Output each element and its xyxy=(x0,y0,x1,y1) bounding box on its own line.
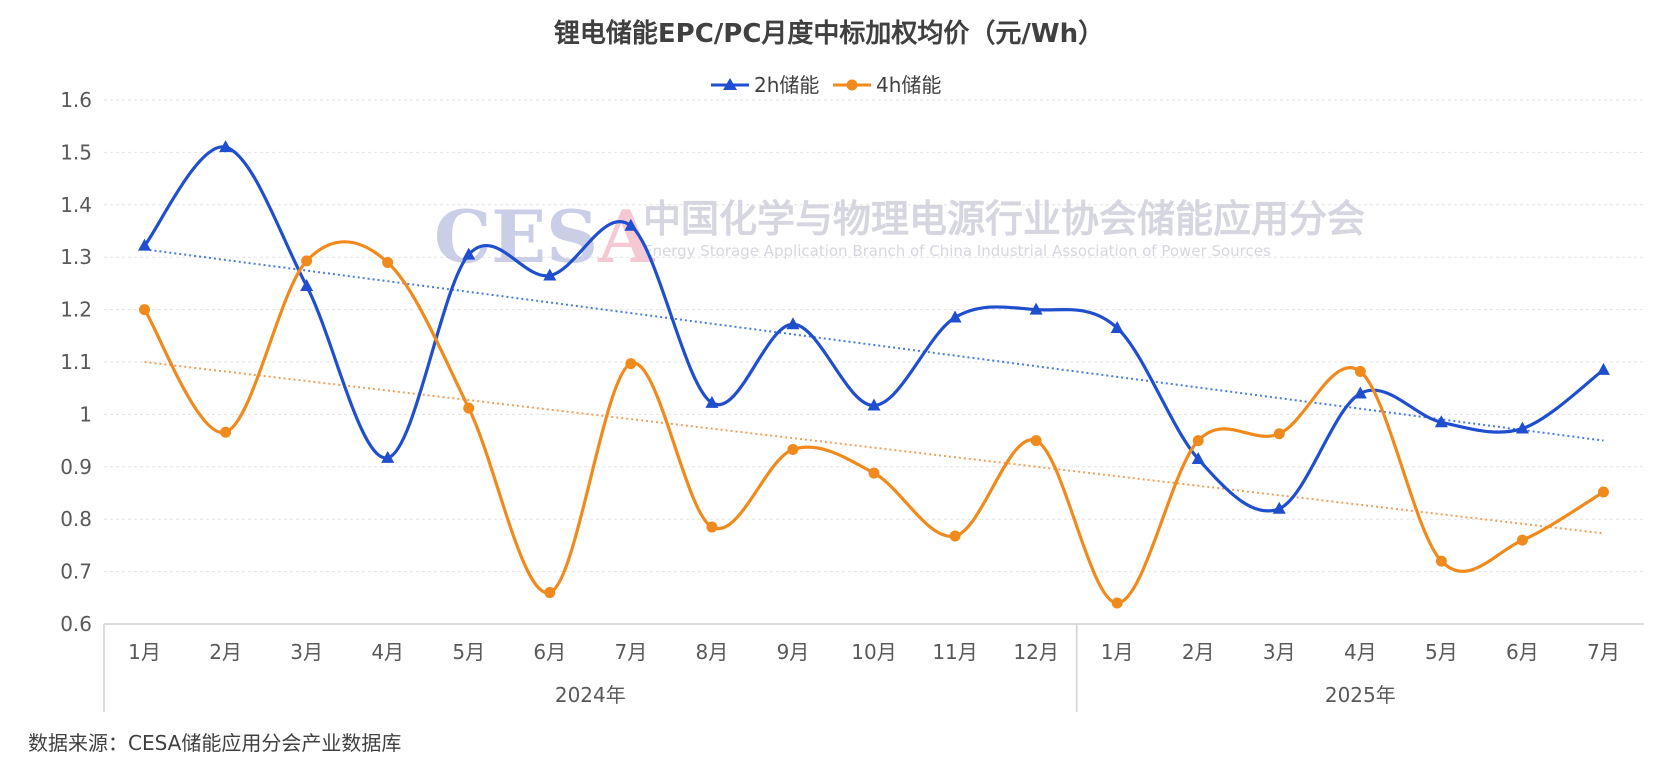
legend-2h-marker xyxy=(723,78,737,90)
data-point xyxy=(301,255,313,267)
data-point xyxy=(625,358,637,370)
trendline xyxy=(144,361,1604,535)
x-tick-label: 8月 xyxy=(696,640,729,664)
data-point xyxy=(787,444,799,456)
watermark-logo: CESA xyxy=(434,194,655,279)
grid xyxy=(104,99,1644,573)
x-tick-label: 4月 xyxy=(371,640,404,664)
y-tick-label: 1.4 xyxy=(60,193,92,217)
legend-2h-label: 2h储能 xyxy=(754,73,819,97)
data-point xyxy=(868,467,880,479)
data-point xyxy=(1596,362,1610,375)
x-tick-label: 7月 xyxy=(614,640,647,664)
data-point xyxy=(624,218,638,231)
data-point xyxy=(1191,451,1205,464)
data-point xyxy=(1030,435,1042,447)
data-point xyxy=(1110,320,1124,333)
data-point xyxy=(1434,415,1448,428)
legend: 2h储能 4h储能 xyxy=(711,73,941,97)
trendline xyxy=(144,248,1604,442)
data-point xyxy=(139,304,151,316)
legend-4h-marker xyxy=(846,79,858,91)
y-tick-label: 1.6 xyxy=(60,88,92,112)
x-tick-label: 3月 xyxy=(1263,640,1296,664)
x-tick-label: 3月 xyxy=(290,640,323,664)
data-point xyxy=(544,587,556,599)
data-point xyxy=(1273,428,1285,440)
data-point xyxy=(1516,534,1528,546)
watermark-en: Energy Storage Application Branch of Chi… xyxy=(643,242,1271,260)
source-note: 数据来源：CESA储能应用分会产业数据库 xyxy=(28,731,401,755)
y-tick-label: 1 xyxy=(79,402,92,426)
data-point xyxy=(219,140,233,153)
data-point xyxy=(300,279,314,292)
data-point xyxy=(706,521,718,533)
x-tick-label: 11月 xyxy=(932,640,977,664)
data-point xyxy=(705,395,719,408)
legend-4h-label: 4h储能 xyxy=(876,73,941,97)
x-tick-label: 12月 xyxy=(1013,640,1058,664)
x-tick-label: 6月 xyxy=(1506,640,1539,664)
data-point xyxy=(382,256,394,268)
data-point xyxy=(867,398,881,411)
data-point xyxy=(463,402,475,414)
x-tick-label: 5月 xyxy=(452,640,485,664)
watermark: CESA 中国化学与物理电源行业协会储能应用分会 Energy Storage … xyxy=(434,194,1365,279)
x-tick-label: 1月 xyxy=(128,640,161,664)
markers xyxy=(138,140,1610,609)
y-axis: 1.6 1.5 1.4 1.3 1.2 1.1 1 0.9 0.8 0.7 0.6 xyxy=(60,88,92,636)
y-tick-label: 1.1 xyxy=(60,350,92,374)
x-group-label: 2024年 xyxy=(555,683,626,707)
y-tick-label: 0.8 xyxy=(60,507,92,531)
x-tick-label: 9月 xyxy=(777,640,810,664)
data-point xyxy=(220,426,232,438)
data-point xyxy=(1272,501,1286,514)
data-point xyxy=(1597,486,1609,498)
x-axis: 1月 2月 3月 4月 5月 6月 7月 8月 9月 10月 11月 12月 1月 2月 3月 4月 5月 6月 7… xyxy=(103,623,1644,712)
x-tick-label: 2月 xyxy=(1182,640,1215,664)
chart-title: 锂电储能EPC/PC月度中标加权均价（元/Wh） xyxy=(554,18,1104,49)
y-tick-label: 1.2 xyxy=(60,298,92,322)
x-tick-label: 5月 xyxy=(1425,640,1458,664)
data-point xyxy=(138,238,152,251)
x-group-label: 2025年 xyxy=(1325,683,1396,707)
data-point xyxy=(1435,555,1447,567)
x-tick-label: 10月 xyxy=(851,640,896,664)
data-point xyxy=(462,247,476,260)
y-tick-label: 1.3 xyxy=(60,245,92,269)
x-tick-label: 6月 xyxy=(533,640,566,664)
data-point xyxy=(948,310,962,323)
y-tick-label: 0.9 xyxy=(60,455,92,479)
series-line xyxy=(143,145,1605,513)
data-point xyxy=(786,317,800,330)
y-tick-label: 0.6 xyxy=(60,612,92,636)
data-point xyxy=(1192,435,1204,447)
trendlines xyxy=(144,248,1604,535)
x-tick-label: 2月 xyxy=(209,640,242,664)
x-tick-label: 7月 xyxy=(1587,640,1620,664)
data-point xyxy=(543,268,557,281)
y-tick-label: 0.7 xyxy=(60,560,92,584)
data-point xyxy=(1111,597,1123,609)
data-point xyxy=(949,530,961,542)
y-tick-label: 1.5 xyxy=(60,140,92,164)
data-point xyxy=(1354,365,1366,377)
x-tick-label: 4月 xyxy=(1344,640,1377,664)
data-point xyxy=(1029,302,1043,315)
data-point xyxy=(1353,386,1367,399)
watermark-cn: 中国化学与物理电源行业协会储能应用分会 xyxy=(643,197,1365,241)
series-line xyxy=(143,240,1605,605)
data-point xyxy=(381,450,395,463)
x-tick-label: 1月 xyxy=(1101,640,1134,664)
data-point xyxy=(1515,421,1529,434)
